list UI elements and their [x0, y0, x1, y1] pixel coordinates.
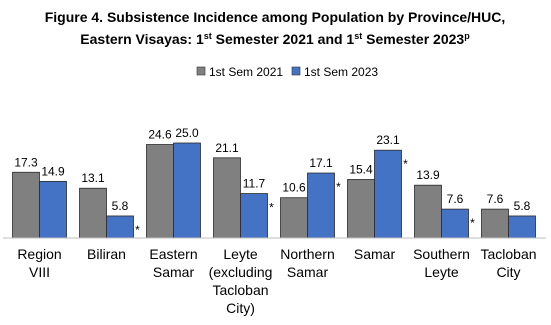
legend-swatch: [291, 66, 301, 76]
bar: [307, 172, 335, 239]
value-label: 15.4: [349, 162, 373, 176]
value-label: 10.6: [282, 181, 306, 195]
value-label: 21.1: [215, 141, 239, 155]
value-label: 13.9: [416, 168, 440, 182]
legend-swatch: [196, 66, 206, 76]
value-note: *: [135, 223, 140, 237]
legend-label: 1st Sem 2021: [209, 65, 283, 79]
value-label: 17.3: [14, 155, 38, 169]
bar: [240, 193, 268, 239]
value-label: 24.6: [148, 128, 172, 142]
x-tick-label: Region: [17, 246, 61, 262]
bar: [173, 142, 201, 239]
x-tick-label: VIII: [29, 264, 50, 280]
bar: [481, 208, 509, 239]
x-tick-label: Tacloban: [212, 282, 268, 298]
bar: [374, 149, 402, 239]
title-superscript: st: [354, 31, 362, 41]
value-label: 7.6: [447, 192, 464, 206]
title-text: Semester 2021 and 1: [212, 31, 355, 47]
title-text: Semester 2023: [362, 31, 464, 47]
bar: [414, 184, 442, 239]
value-note: *: [470, 216, 475, 230]
title-superscript: st: [204, 31, 212, 41]
x-tick-label: Samar: [354, 246, 396, 262]
bar: [12, 171, 40, 239]
x-tick-label: Southern: [413, 246, 470, 262]
bar: [280, 197, 308, 239]
value-note: *: [269, 201, 274, 215]
x-tick-label: Leyte: [424, 264, 458, 280]
x-tick-label: (excluding: [209, 264, 273, 280]
x-tick-label: Tacloban: [480, 246, 536, 262]
bar: [347, 179, 375, 239]
x-tick-label: Biliran: [87, 246, 126, 262]
title-superscript: p: [464, 31, 470, 41]
x-tick-label: City): [226, 300, 255, 316]
value-label: 5.8: [112, 199, 129, 213]
value-label: 5.8: [514, 199, 531, 213]
bar: [441, 208, 469, 239]
bar: [79, 187, 107, 239]
value-label: 23.1: [376, 133, 400, 147]
x-tick-label: City: [496, 264, 520, 280]
value-label: 7.6: [487, 192, 504, 206]
bar: [146, 144, 174, 239]
legend-label: 1st Sem 2023: [304, 65, 378, 79]
bar: [213, 157, 241, 239]
chart-title: Eastern Visayas: 1st Semester 2021 and 1…: [80, 31, 470, 47]
value-label: 14.9: [41, 164, 65, 178]
x-tick-label: Northern: [280, 246, 334, 262]
chart-title: Figure 4. Subsistence Incidence among Po…: [45, 9, 506, 25]
title-text: Eastern Visayas: 1: [80, 31, 204, 47]
value-label: 25.0: [175, 126, 199, 140]
x-tick-label: Eastern: [149, 246, 197, 262]
value-label: 13.1: [81, 171, 105, 185]
title-text: Figure 4. Subsistence Incidence among Po…: [45, 9, 506, 25]
value-note: *: [403, 157, 408, 171]
value-note: *: [336, 180, 341, 194]
x-tick-label: Samar: [287, 264, 329, 280]
bar: [106, 215, 134, 239]
bar: [508, 215, 536, 239]
bar: [39, 180, 67, 239]
value-label: 11.7: [243, 177, 266, 191]
x-tick-label: Leyte: [223, 246, 257, 262]
x-tick-label: Samar: [153, 264, 195, 280]
value-label: 17.1: [309, 156, 333, 170]
